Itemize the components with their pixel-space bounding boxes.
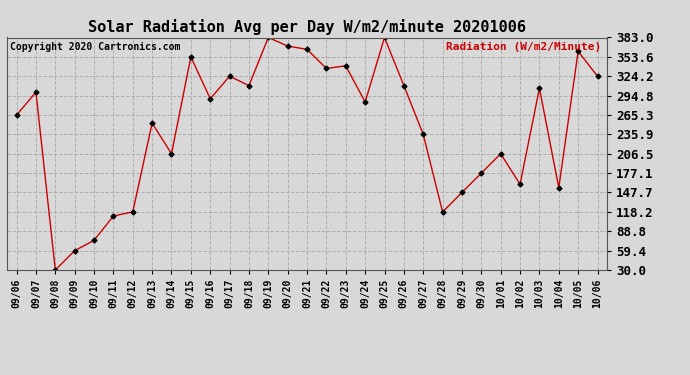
Title: Solar Radiation Avg per Day W/m2/minute 20201006: Solar Radiation Avg per Day W/m2/minute … — [88, 19, 526, 35]
Text: Radiation (W/m2/Minute): Radiation (W/m2/Minute) — [446, 42, 601, 52]
Text: Copyright 2020 Cartronics.com: Copyright 2020 Cartronics.com — [10, 42, 180, 52]
